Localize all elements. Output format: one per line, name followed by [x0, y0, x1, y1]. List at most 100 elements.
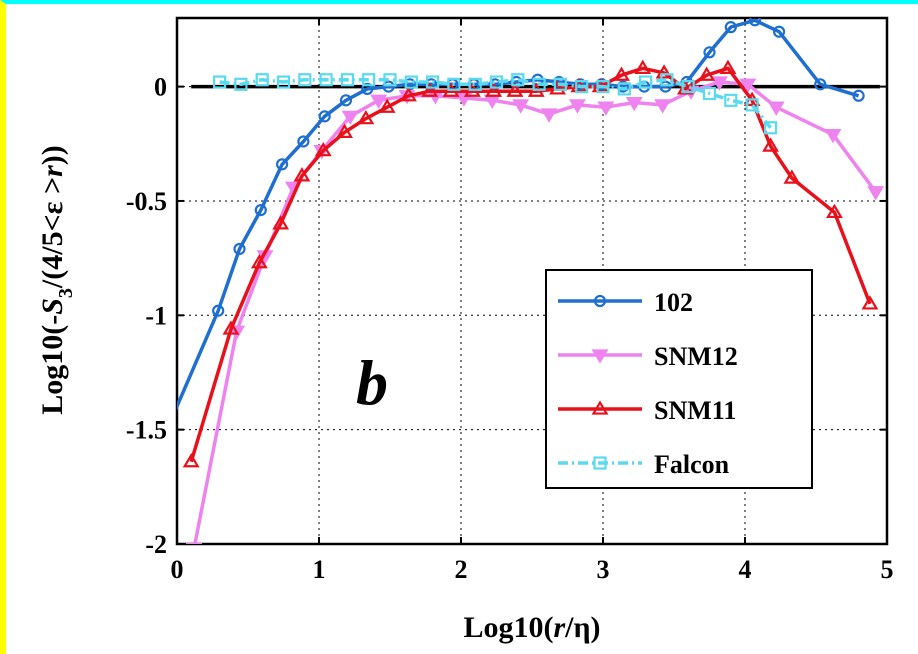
data-point-snm12 [824, 128, 842, 144]
data-point-falcon [213, 75, 227, 89]
data-point-102 [233, 242, 246, 256]
data-point-snm11 [719, 59, 737, 74]
data-point-snm11 [182, 453, 200, 468]
data-point-102 [275, 158, 289, 171]
legend-label-falcon: Falcon [654, 450, 730, 479]
data-point-snm12 [370, 94, 388, 109]
data-point-falcon [702, 86, 717, 101]
plot-frame [175, 16, 889, 546]
series-line-falcon [219, 77, 772, 129]
data-point-falcon [362, 73, 376, 87]
series-falcon [213, 73, 778, 135]
data-point-falcon [298, 73, 312, 87]
legend-label-snm11: SNM11 [654, 396, 736, 425]
data-point-falcon [383, 73, 397, 87]
data-point-snm12 [625, 96, 643, 112]
x-tick-label: 1 [313, 555, 326, 584]
data-point-falcon [468, 77, 482, 91]
data-point-snm12 [767, 101, 785, 116]
data-point-snm12 [540, 108, 558, 123]
data-point-falcon [426, 75, 440, 89]
y-tick-label: -2 [145, 530, 167, 559]
x-tick-label: 3 [597, 555, 610, 584]
data-point-falcon [724, 93, 738, 107]
data-point-102 [318, 110, 331, 123]
data-point-snm11 [698, 66, 716, 81]
data-point-snm11 [762, 137, 779, 152]
data-point-snm11 [293, 167, 311, 182]
data-point-falcon [660, 73, 674, 87]
x-tick-label: 2 [455, 555, 468, 584]
data-point-snm11 [485, 82, 503, 97]
data-point-snm12 [597, 101, 615, 116]
data-point-snm11 [861, 295, 879, 310]
data-point-102 [748, 18, 762, 27]
x-tick-label: 0 [171, 555, 184, 584]
data-point-snm11 [655, 64, 673, 79]
data-point-snm11 [421, 82, 439, 97]
legend-box [545, 269, 813, 489]
legend-label-snm12: SNM12 [654, 342, 738, 371]
data-point-snm12 [185, 542, 203, 544]
data-point-snm12 [654, 99, 672, 114]
data-point-snm11 [222, 320, 240, 335]
x-axis-title: Log10(r/η) [463, 611, 600, 644]
data-point-falcon [340, 73, 354, 87]
series-snm11 [182, 59, 879, 468]
data-point-falcon [681, 80, 695, 94]
data-point-snm11 [506, 82, 524, 97]
data-point-102 [852, 89, 865, 102]
x-tick-label: 4 [739, 555, 752, 584]
data-point-102 [382, 80, 395, 93]
data-point-102 [814, 78, 827, 91]
data-point-102 [297, 135, 310, 148]
data-point-falcon [745, 98, 759, 112]
y-tick-label: -0.5 [126, 187, 167, 216]
y-tick-label: -1 [145, 301, 167, 330]
data-point-snm12 [739, 78, 757, 93]
data-point-snm11 [400, 87, 417, 102]
data-point-102 [361, 82, 374, 95]
legend-marker-falcon [593, 456, 607, 470]
y-axis-title: Log10(-S3/(4/5<ε >r)) [36, 145, 77, 415]
data-point-snm12 [711, 76, 728, 91]
data-point-falcon [404, 75, 418, 89]
x-tick-label: 5 [881, 555, 894, 584]
data-point-snm12 [512, 99, 530, 114]
data-point-102 [339, 94, 353, 107]
data-point-falcon [575, 80, 589, 94]
data-point-falcon [638, 75, 653, 89]
data-point-snm12 [341, 110, 359, 126]
data-point-falcon [511, 73, 525, 87]
data-point-snm11 [378, 98, 396, 113]
data-point-snm12 [867, 186, 885, 201]
data-point-falcon [319, 73, 333, 87]
data-point-snm11 [314, 141, 332, 157]
data-point-102 [703, 46, 716, 59]
data-point-snm11 [272, 215, 290, 230]
data-point-falcon [489, 75, 504, 89]
legend-marker-snm11 [591, 400, 609, 415]
data-point-falcon [596, 80, 610, 94]
data-point-falcon [617, 82, 631, 96]
data-point-102 [254, 204, 267, 217]
data-point-falcon [763, 121, 778, 135]
y-tick-label: 0 [154, 73, 167, 102]
legend-marker-snm12 [591, 349, 609, 364]
data-point-falcon [255, 73, 269, 87]
data-point-snm11 [336, 123, 353, 138]
data-point-falcon [447, 77, 461, 91]
data-point-snm11 [783, 169, 801, 184]
data-point-snm11 [826, 203, 843, 219]
data-point-snm11 [250, 254, 268, 269]
data-point-snm11 [634, 59, 652, 74]
legend-label-102: 102 [654, 288, 693, 317]
data-layer [177, 18, 885, 544]
y-tick-label: -1.5 [126, 416, 167, 445]
data-point-falcon [553, 77, 568, 91]
data-point-102 [212, 304, 225, 317]
legend-marker-102 [593, 294, 607, 308]
data-point-falcon [276, 75, 291, 89]
